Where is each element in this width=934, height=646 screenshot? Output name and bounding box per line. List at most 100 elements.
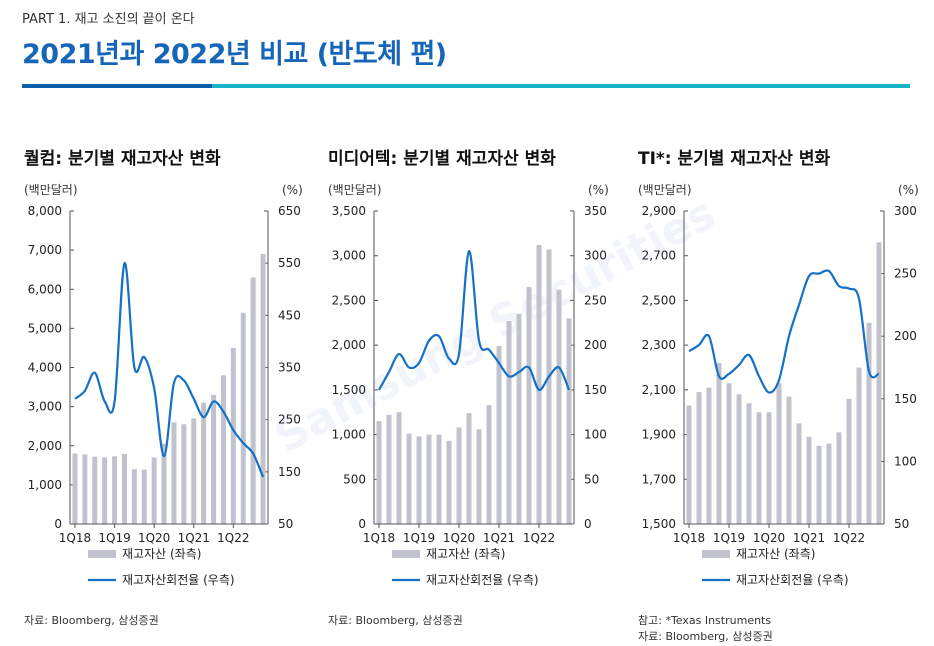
x-tick-label: 1Q20	[138, 531, 170, 545]
inventory-bar	[496, 346, 502, 524]
source-line: 자료: Bloomberg, 삼성증권	[638, 630, 773, 643]
left-tick-label: 1,000	[332, 428, 366, 442]
left-tick-label: 2,500	[332, 293, 366, 307]
inventory-bar	[171, 422, 177, 524]
right-tick-label: 550	[278, 256, 301, 270]
right-tick-label: 300	[584, 249, 607, 263]
legend-label-line: 재고자산회전율 (우측)	[736, 573, 849, 587]
right-tick-label: 0	[584, 517, 592, 531]
left-tick-label: 1,500	[642, 517, 676, 531]
inventory-bar	[151, 457, 157, 524]
inventory-bar	[776, 383, 782, 524]
inventory-bar	[376, 421, 382, 524]
chart-title-mediatek: 미디어텍: 분기별 재고자산 변화	[328, 149, 556, 169]
inventory-bar	[826, 443, 832, 524]
x-tick-label: 1Q21	[793, 531, 825, 545]
inventory-bar	[102, 457, 108, 524]
title-rule-dark	[22, 84, 212, 88]
right-tick-label: 350	[278, 361, 301, 375]
inventory-bar	[406, 433, 412, 524]
inventory-bar	[696, 392, 702, 524]
inventory-bar	[82, 454, 88, 524]
left-tick-label: 2,000	[28, 439, 62, 453]
inventory-bar	[121, 453, 127, 524]
x-tick-label: 1Q19	[403, 531, 435, 545]
inventory-bar	[506, 320, 512, 524]
x-tick-label: 1Q19	[713, 531, 745, 545]
inventory-bar	[706, 387, 712, 524]
left-tick-label: 8,000	[28, 204, 62, 218]
inventory-bar	[726, 383, 732, 524]
right-tick-label: 50	[584, 472, 599, 486]
x-tick-label: 1Q22	[833, 531, 865, 545]
inventory-bar	[446, 440, 452, 524]
x-tick-label: 1Q22	[217, 531, 249, 545]
legend-swatch-bar	[702, 550, 730, 558]
right-tick-label: 50	[894, 517, 909, 531]
source-line: 자료: Bloomberg, 삼성증권	[24, 614, 159, 627]
inventory-bar	[260, 254, 266, 524]
turnover-line	[378, 250, 571, 392]
right-tick-label: 250	[278, 413, 301, 427]
left-tick-label: 2,900	[642, 204, 676, 218]
inventory-bar	[796, 423, 802, 524]
x-tick-label: 1Q18	[363, 531, 395, 545]
legend-label-line: 재고자산회전율 (우측)	[122, 573, 235, 587]
page-title: 2021년과 2022년 비교 (반도체 편)	[22, 39, 447, 70]
source-ti: 참고: *Texas Instruments 자료: Bloomberg, 삼성…	[638, 613, 773, 645]
inventory-bar	[161, 443, 167, 524]
right-tick-label: 250	[584, 293, 607, 307]
left-unit-label: (백만달러)	[24, 183, 78, 197]
x-tick-label: 1Q22	[523, 531, 555, 545]
left-tick-label: 6,000	[28, 282, 62, 296]
left-tick-label: 7,000	[28, 243, 62, 257]
turnover-line	[688, 269, 880, 394]
legend-label-bar: 재고자산 (좌측)	[736, 547, 815, 561]
inventory-bar	[426, 434, 432, 524]
inventory-bar	[92, 456, 98, 524]
left-tick-label: 2,700	[642, 249, 676, 263]
inventory-bar	[240, 312, 246, 524]
right-tick-label: 100	[584, 428, 607, 442]
x-tick-label: 1Q18	[59, 531, 91, 545]
left-tick-label: 0	[54, 517, 62, 531]
inventory-bar	[230, 347, 236, 524]
source-qualcomm: 자료: Bloomberg, 삼성증권	[24, 613, 159, 629]
inventory-bar	[556, 289, 562, 524]
inventory-bar	[211, 394, 217, 524]
source-line: 자료: Bloomberg, 삼성증권	[328, 614, 463, 627]
inventory-bar	[476, 429, 482, 524]
right-tick-label: 150	[584, 383, 607, 397]
left-tick-label: 2,000	[332, 338, 366, 352]
inventory-bar	[546, 249, 552, 524]
inventory-bar	[250, 277, 256, 524]
left-tick-label: 3,000	[332, 249, 366, 263]
inventory-bar	[756, 412, 762, 524]
x-tick-label: 1Q20	[753, 531, 785, 545]
right-tick-label: 50	[278, 517, 293, 531]
inventory-bar	[846, 398, 852, 524]
inventory-bar	[201, 402, 207, 524]
inventory-bar	[131, 469, 137, 524]
x-tick-label: 1Q19	[98, 531, 130, 545]
right-tick-label: 200	[584, 338, 607, 352]
right-tick-label: 350	[584, 204, 607, 218]
legend-swatch-bar	[392, 550, 420, 558]
inventory-bar	[181, 424, 187, 524]
right-tick-label: 250	[894, 267, 917, 281]
turnover-line	[74, 262, 265, 478]
chart-title-ti: TI*: 분기별 재고자산 변화	[638, 149, 831, 169]
legend-label-bar: 재고자산 (좌측)	[426, 547, 505, 561]
right-tick-label: 100	[894, 454, 917, 468]
x-tick-label: 1Q21	[178, 531, 210, 545]
right-unit-label: (%)	[282, 183, 303, 197]
left-tick-label: 1,000	[28, 478, 62, 492]
inventory-bar	[141, 469, 147, 524]
right-tick-label: 300	[894, 204, 917, 218]
inventory-bar	[191, 418, 197, 524]
inventory-bar	[686, 405, 692, 524]
inventory-bar	[836, 432, 842, 524]
chart-title-qualcomm: 퀄컴: 분기별 재고자산 변화	[24, 149, 221, 169]
right-tick-label: 650	[278, 204, 301, 218]
left-tick-label: 3,000	[28, 400, 62, 414]
